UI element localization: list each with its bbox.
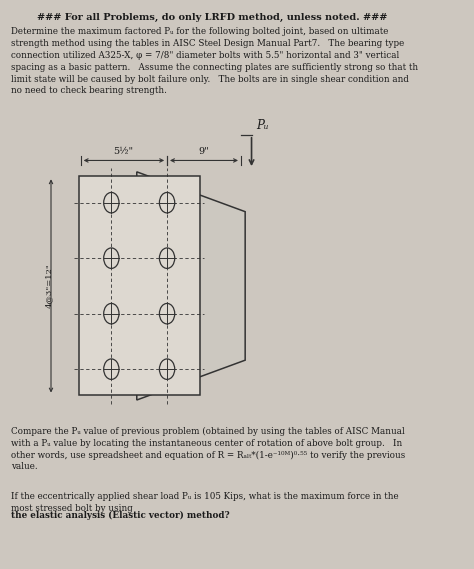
Circle shape <box>159 359 175 380</box>
Text: If the eccentrically applied shear load Pᵤ is 105 Kips, what is the maximum forc: If the eccentrically applied shear load … <box>10 492 398 513</box>
Text: Determine the maximum factored Pᵤ for the following bolted joint, based on ultim: Determine the maximum factored Pᵤ for th… <box>10 27 418 96</box>
Circle shape <box>159 303 175 324</box>
Text: Pᵤ: Pᵤ <box>256 119 268 132</box>
Text: 5½": 5½" <box>113 147 133 156</box>
Circle shape <box>104 359 119 380</box>
Circle shape <box>104 192 119 213</box>
Text: ### For all Problems, do only LRFD method, unless noted. ###: ### For all Problems, do only LRFD metho… <box>37 13 388 22</box>
Text: 4@3"=12": 4@3"=12" <box>45 263 53 308</box>
Circle shape <box>159 192 175 213</box>
Text: the elastic analysis (Elastic vector) method?: the elastic analysis (Elastic vector) me… <box>10 511 229 520</box>
Polygon shape <box>137 172 245 400</box>
Circle shape <box>104 303 119 324</box>
Bar <box>79 176 200 395</box>
Text: Compare the Pᵤ value of previous problem (obtained by using the tables of AISC M: Compare the Pᵤ value of previous problem… <box>10 427 405 472</box>
Text: 9": 9" <box>199 147 210 156</box>
Circle shape <box>159 248 175 269</box>
Circle shape <box>104 248 119 269</box>
